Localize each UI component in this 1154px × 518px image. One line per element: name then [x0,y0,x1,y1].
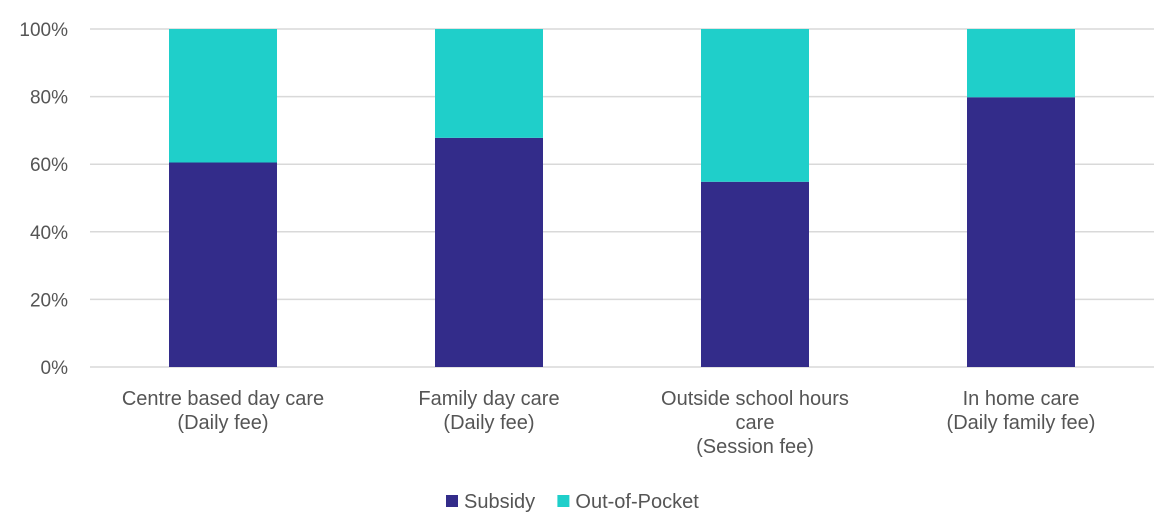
y-tick-label: 40% [30,223,68,244]
x-category-label-line: (Daily fee) [177,412,268,434]
subsidy-bar [435,137,543,367]
x-category-label-line: care [736,412,775,434]
y-tick-label: 80% [30,88,68,109]
legend-swatch-subsidy [446,495,458,507]
x-axis-labels: Centre based day care (Daily fee)Family d… [122,388,1096,458]
out-of-pocket-bar [967,29,1075,98]
legend: Subsidy Out-of-Pocket [446,491,699,513]
y-tick-label: 0% [41,358,69,379]
x-category-label: Centre based day care (Daily fee) [122,388,324,434]
y-axis-ticks: 0% 20% 40% 60% 80% 100% [19,20,68,379]
x-category-label: Family day care (Daily fee) [418,388,559,434]
y-tick-label: 60% [30,155,68,176]
x-category-label: In home care (Daily family fee) [947,388,1096,434]
out-of-pocket-bar [435,29,543,138]
x-category-label-line: Outside school hours [661,388,849,410]
x-category-label-line: (Daily fee) [443,412,534,434]
x-category-label-line: Centre based day care [122,388,324,410]
legend-swatch-out-of-pocket [557,495,570,507]
subsidy-bar [967,97,1075,367]
y-tick-label: 20% [30,290,68,311]
x-category-label-line: (Session fee) [696,436,814,458]
legend-label-subsidy: Subsidy [464,491,535,513]
subsidy-bar [169,162,277,367]
x-category-label-line: Family day care [418,388,559,410]
subsidy-bar [701,181,809,367]
x-category-label-line: (Daily family fee) [947,412,1096,434]
out-of-pocket-bar [701,29,809,182]
x-category-label-line: In home care [963,388,1080,410]
x-category-label: Outside school hours care (Session fee) [661,388,849,458]
out-of-pocket-bar [169,29,277,163]
y-tick-label: 100% [19,20,68,41]
legend-label-out-of-pocket: Out-of-Pocket [575,491,699,513]
bars [169,29,1075,367]
